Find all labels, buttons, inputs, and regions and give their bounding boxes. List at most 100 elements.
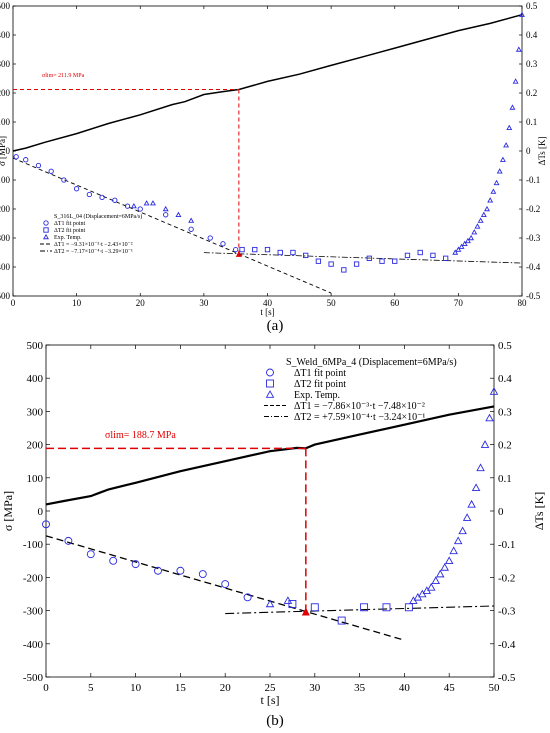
exp-temp-point — [435, 569, 445, 578]
exp-temp-point — [431, 576, 441, 584]
exp-temp-point — [509, 104, 516, 110]
dT2-fit-point — [337, 616, 346, 625]
dT1-fit-point — [137, 206, 143, 212]
exp-temp-point — [496, 168, 503, 174]
legend-entry: Exp. Temp. — [54, 235, 82, 241]
y-left-tick-label: 200 — [0, 88, 11, 98]
exp-temp-point — [452, 249, 459, 255]
exp-temp-point — [440, 563, 449, 571]
dT1-fit-point — [13, 154, 19, 160]
legend-swatch-exp — [43, 233, 49, 240]
legend-entry: ΔT1 fit point — [294, 368, 346, 379]
exp-temp-point — [480, 211, 487, 218]
dT2-fit-point — [239, 246, 245, 253]
dT1-fit-point — [61, 177, 67, 183]
y-left-axis-label: σ [MPa] — [0, 136, 7, 166]
exp-temp-point — [462, 513, 472, 521]
y-right-tick-label: -0.4 — [498, 639, 516, 651]
fit-line-dT1 — [45, 535, 405, 641]
x-tick-label: 50 — [327, 298, 337, 308]
dT2-fit-point — [443, 255, 449, 261]
dT2-fit-point — [310, 603, 319, 612]
y-left-tick-label: 300 — [0, 59, 11, 69]
y-right-tick-label: 0.3 — [526, 59, 538, 69]
exp-temp-point — [467, 499, 476, 508]
y-left-tick-label: -400 — [0, 262, 10, 272]
legend-entry: ΔT2 = −7.17×10⁻⁴·t −3.29×10⁻¹ — [54, 249, 133, 255]
exp-temp-point — [480, 440, 490, 448]
exp-temp-point — [458, 243, 465, 249]
dT2-fit-point — [290, 249, 296, 256]
dT1-fit-point — [233, 246, 239, 253]
dT2-fit-point — [264, 246, 271, 253]
exp-temp-point — [476, 463, 485, 472]
legend-entry: ΔT1 = −7.86×10⁻³·t −7.48×10⁻² — [294, 401, 425, 412]
dT2-fit-point — [315, 258, 322, 264]
x-tick-label: 45 — [444, 682, 456, 694]
exp-temp-point — [471, 483, 481, 492]
exp-temp-point — [458, 526, 467, 535]
plot-frame — [45, 344, 495, 678]
exp-temp-point — [519, 11, 525, 17]
dT1-fit-point — [86, 550, 95, 559]
y-right-axis-label: ΔTs [K] — [532, 492, 546, 531]
dT2-fit-point — [430, 252, 436, 259]
exp-temp-point — [150, 200, 156, 206]
x-tick-label: 20 — [220, 682, 232, 694]
exp-temp-point — [499, 156, 506, 162]
y-left-axis-label: σ [MPa] — [1, 491, 15, 531]
exp-temp-point — [130, 202, 137, 209]
x-tick-label: 5 — [88, 682, 94, 694]
y-right-tick-label: -0.3 — [498, 606, 516, 618]
y-left-tick-label: -500 — [0, 291, 10, 301]
y-right-tick-label: -0.1 — [526, 175, 540, 185]
legend-swatch-dT2 — [43, 227, 49, 233]
legend-swatch-dT1 — [43, 220, 49, 226]
y-left-tick-label: 0 — [38, 506, 44, 518]
dT1-fit-point — [221, 580, 230, 588]
stress-curve — [12, 13, 523, 152]
y-right-tick-label: 0.1 — [498, 473, 512, 485]
y-right-tick-label: -0.5 — [498, 672, 516, 684]
exp-temp-point — [188, 217, 195, 223]
dT1-fit-point — [176, 566, 185, 575]
legend-swatch-dT1 — [266, 368, 274, 377]
exp-temp-point — [444, 556, 454, 565]
dT1-fit-point — [207, 235, 213, 241]
exp-temp-point — [471, 229, 478, 235]
x-tick-label: 30 — [199, 298, 209, 308]
limit-intersection-marker — [301, 607, 310, 616]
y-left-tick-label: 100 — [27, 473, 44, 485]
limit-annotation: σlim= 188.7 MPa — [105, 430, 176, 441]
dT1-fit-point — [64, 536, 73, 545]
y-right-tick-label: 0 — [526, 146, 531, 156]
dT2-fit-point — [288, 600, 297, 608]
dT2-fit-point — [382, 603, 391, 612]
y-left-tick-label: -200 — [0, 204, 10, 214]
exp-temp-point — [464, 237, 471, 244]
exp-temp-point — [477, 217, 484, 223]
x-tick-label: 10 — [72, 298, 82, 308]
exp-temp-point — [490, 188, 497, 194]
dT1-fit-point — [131, 560, 140, 569]
dT2-fit-point — [366, 255, 372, 261]
x-tick-label: 20 — [136, 298, 146, 308]
dT2-fit-point — [353, 261, 360, 267]
y-left-tick-label: 300 — [27, 406, 44, 418]
exp-temp-point — [489, 387, 499, 395]
exp-temp-point — [265, 599, 275, 608]
dT1-fit-point — [154, 566, 162, 575]
legend-swatch-exp — [265, 390, 275, 398]
panel-label: (b) — [266, 713, 284, 729]
dT1-fit-point — [163, 212, 169, 218]
exp-temp-point — [461, 240, 468, 247]
x-axis-label: t [s] — [260, 307, 274, 317]
dT2-fit-point — [417, 249, 423, 256]
exp-temp-point — [468, 234, 475, 241]
exp-temp-point — [453, 536, 463, 545]
chart-panel-b: 0 5 10 15 20 25 30 35 40 45 50 -500 -400 -300 -200 -100… — [1, 340, 546, 729]
chart-panel-a: 0 10 20 30 40 50 60 70 80 -500 -400 -300 -200 -100 0 10… — [0, 1, 547, 334]
exp-temp-point — [484, 205, 490, 212]
dT1-fit-point — [99, 194, 105, 201]
